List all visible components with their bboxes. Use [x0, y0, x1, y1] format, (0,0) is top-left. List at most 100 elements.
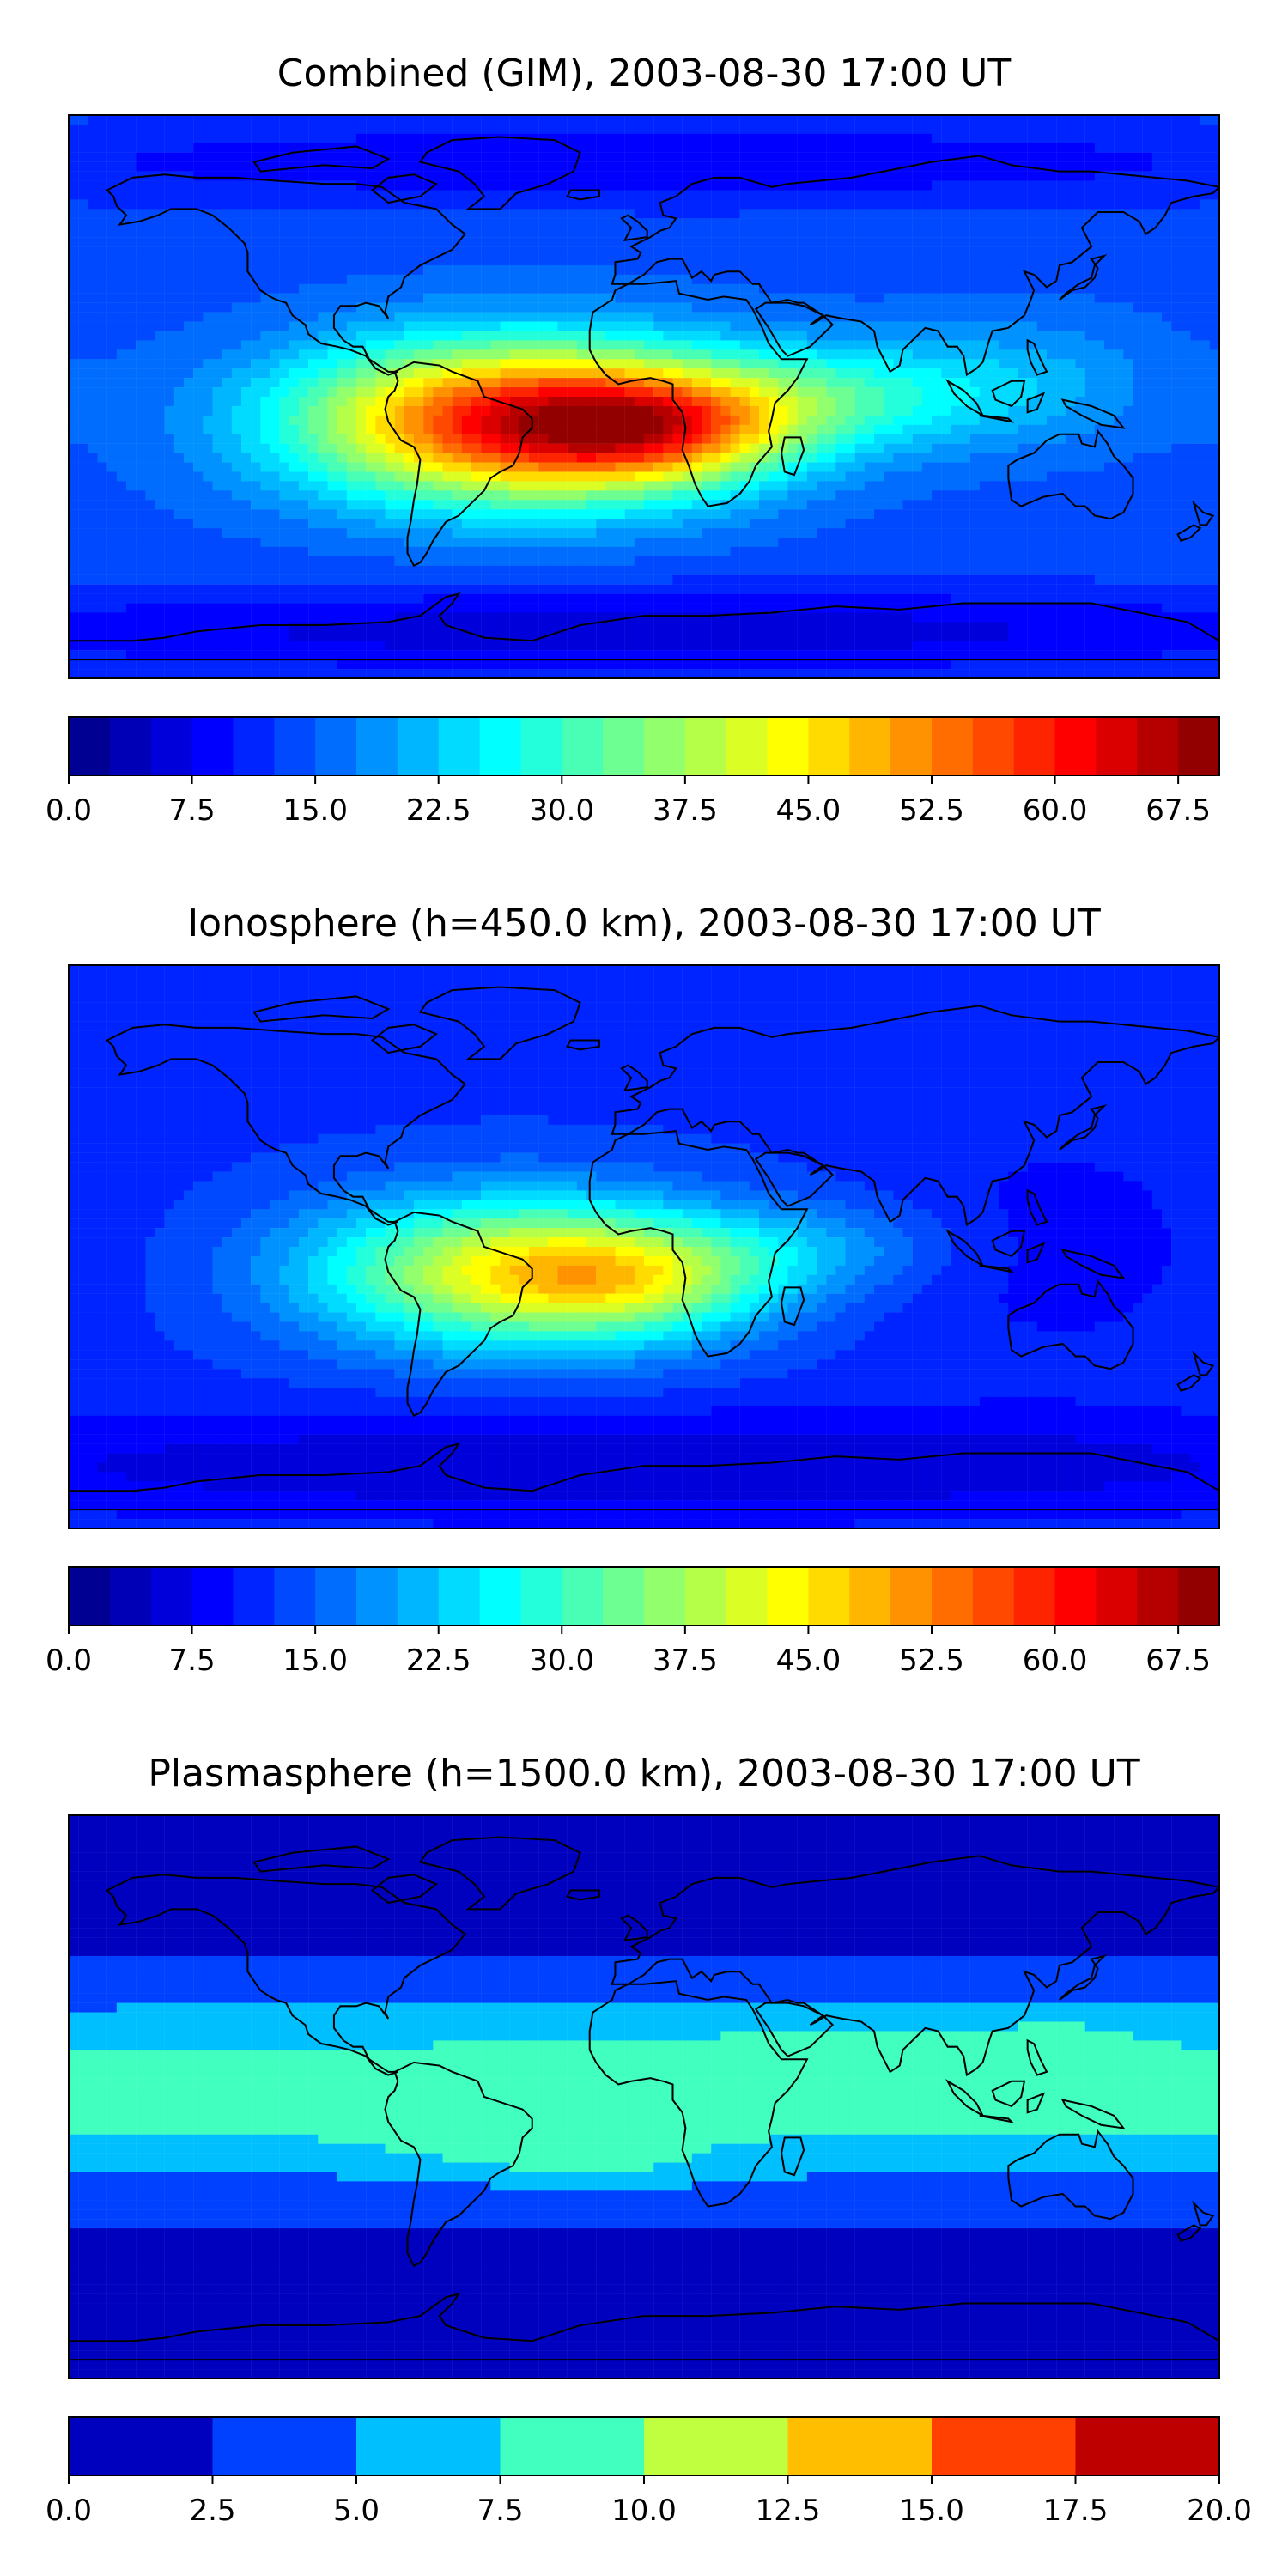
- heat-cell: [989, 443, 999, 453]
- heat-cell: [702, 387, 712, 398]
- heat-cell: [854, 321, 866, 331]
- heat-cell: [452, 331, 463, 341]
- heat-cell: [548, 171, 558, 181]
- heat-cell: [691, 190, 702, 200]
- heat-cell: [1094, 199, 1105, 210]
- heat-cell: [337, 387, 348, 398]
- heat-cell: [854, 143, 866, 153]
- heat-cell: [672, 228, 683, 238]
- heat-cell: [797, 490, 808, 501]
- heat-cell: [586, 283, 597, 294]
- heat-cell: [1114, 237, 1124, 247]
- heat-cell: [596, 115, 606, 125]
- heat-cell: [1084, 180, 1096, 191]
- heat-cell: [960, 209, 970, 219]
- heat-cell: [145, 340, 155, 350]
- heat-cell: [126, 115, 137, 125]
- heat-cell: [1008, 180, 1018, 191]
- heat-cell: [1171, 124, 1182, 135]
- heat-cell: [231, 443, 242, 453]
- heat-cell: [106, 124, 118, 135]
- heat-cell: [509, 340, 520, 350]
- heat-cell: [270, 133, 280, 143]
- heat-cell: [586, 218, 597, 228]
- heat-cell: [164, 387, 175, 398]
- heat-cell: [682, 378, 693, 388]
- heat-cell: [969, 490, 981, 501]
- heat-cell: [759, 133, 769, 143]
- heat-cell: [452, 171, 463, 181]
- heat-cell: [1056, 434, 1066, 444]
- heat-cell: [874, 312, 884, 322]
- heat-cell: [1084, 256, 1096, 266]
- heat-cell: [778, 133, 788, 143]
- heat-cell: [366, 133, 376, 143]
- heat-cell: [97, 171, 107, 181]
- heat-cell: [289, 283, 300, 294]
- heat-cell: [299, 321, 309, 331]
- heat-cell: [749, 443, 760, 453]
- heat-cell: [596, 171, 606, 181]
- heat-cell: [1084, 405, 1096, 416]
- heat-cell: [759, 387, 769, 398]
- heat-cell: [769, 133, 779, 143]
- heat-cell: [1008, 471, 1018, 482]
- heat-cell: [538, 378, 549, 388]
- heat-cell: [260, 133, 270, 143]
- heat-cell: [806, 368, 817, 379]
- heat-cell: [385, 434, 395, 444]
- heat-cell: [88, 152, 98, 162]
- heat-cell: [576, 331, 587, 341]
- heat-cell: [270, 283, 280, 294]
- heat-cell: [442, 133, 453, 143]
- heat-cell: [1142, 490, 1153, 501]
- heat-cell: [289, 218, 300, 228]
- heat-cell: [1018, 283, 1028, 294]
- heat-cell: [289, 228, 300, 238]
- heat-cell: [1171, 190, 1182, 200]
- heat-cell: [366, 321, 376, 331]
- heat-cell: [720, 143, 731, 153]
- heat-cell: [826, 302, 836, 313]
- heat-cell: [951, 133, 961, 143]
- heat-cell: [1200, 378, 1211, 388]
- heat-cell: [874, 405, 884, 416]
- heat-cell: [318, 246, 328, 257]
- heat-cell: [921, 405, 933, 416]
- heat-cell: [164, 462, 175, 472]
- heat-cell: [759, 434, 769, 444]
- heat-cell: [299, 331, 309, 341]
- heat-cell: [1171, 359, 1182, 369]
- heat-cell: [921, 453, 933, 463]
- heat-cell: [270, 387, 280, 398]
- heat-cell: [299, 387, 309, 398]
- heat-cell: [634, 171, 645, 181]
- heat-cell: [308, 434, 319, 444]
- heat-cell: [106, 443, 118, 453]
- heat-cell: [845, 340, 855, 350]
- heat-cell: [519, 397, 530, 407]
- heat-cell: [989, 340, 999, 350]
- heat-cell: [989, 256, 999, 266]
- heat-cell: [1018, 237, 1028, 247]
- heat-cell: [921, 180, 933, 191]
- heat-cell: [222, 331, 233, 341]
- heat-cell: [337, 209, 348, 219]
- heat-cell: [404, 180, 415, 191]
- heat-cell: [423, 434, 434, 444]
- heat-cell: [1075, 387, 1085, 398]
- heat-cell: [634, 283, 645, 294]
- heat-cell: [529, 264, 539, 276]
- heat-cell: [989, 359, 999, 369]
- heat-cell: [759, 481, 769, 491]
- heat-cell: [941, 453, 951, 463]
- heat-cell: [126, 312, 137, 322]
- heat-cell: [145, 321, 155, 331]
- heat-cell: [932, 190, 942, 200]
- heat-cell: [289, 349, 300, 360]
- heat-cell: [835, 405, 846, 416]
- heat-cell: [423, 340, 434, 350]
- heat-cell: [817, 424, 827, 434]
- heat-cell: [1171, 368, 1182, 379]
- heat-cell: [778, 387, 788, 398]
